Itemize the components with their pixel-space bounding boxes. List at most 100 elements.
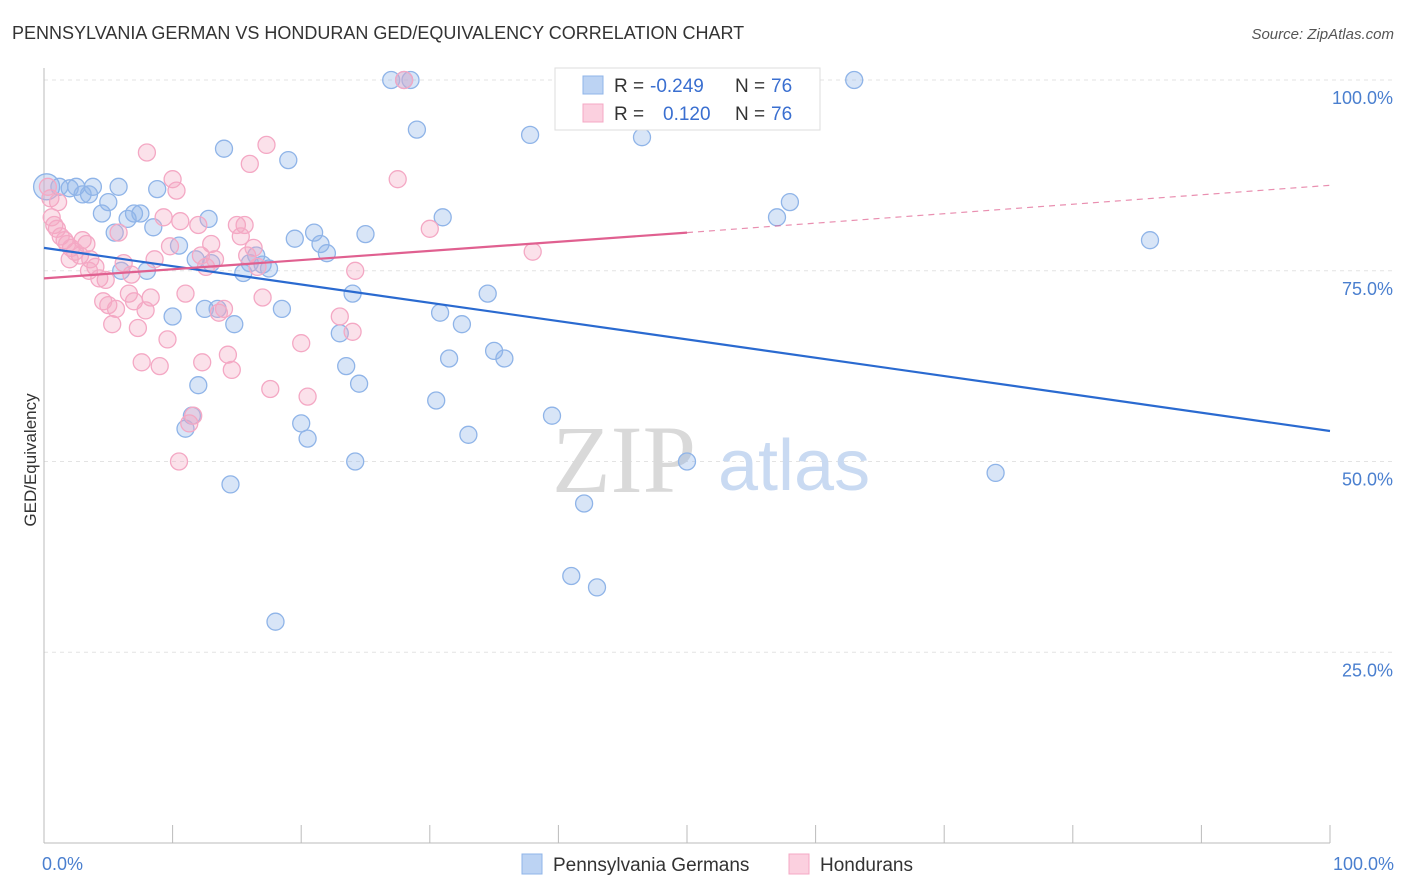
- watermark-zip: ZIP: [552, 406, 696, 513]
- point-pennsylvania-germans-16: [148, 179, 167, 199]
- point-hondurans-57: [330, 307, 349, 326]
- trend-lines: [43, 184, 1331, 433]
- series-legend: Pennsylvania Germans Hondurans: [521, 853, 913, 876]
- point-pennsylvania-germans-63: [542, 406, 562, 425]
- point-hondurans-19: [109, 223, 128, 242]
- point-pennsylvania-germans-8: [99, 192, 118, 212]
- stats-r-label-1: R =: [614, 104, 644, 125]
- x-axis-ticks: [43, 825, 1331, 843]
- point-hondurans-67: [79, 261, 99, 280]
- x-tick-label-min: 0.0%: [42, 854, 83, 874]
- point-pennsylvania-germans-54: [430, 303, 450, 322]
- point-hondurans-54: [261, 379, 280, 399]
- point-pennsylvania-germans-60: [484, 341, 504, 361]
- point-hondurans-18: [106, 299, 126, 319]
- point-pennsylvania-germans-71: [845, 70, 864, 90]
- point-hondurans-0: [38, 177, 58, 196]
- point-pennsylvania-germans-27: [221, 475, 240, 494]
- stats-r-value-0: -0.249: [650, 76, 704, 97]
- point-hondurans-53: [257, 135, 276, 155]
- stats-n-value-1: 76: [771, 104, 792, 125]
- stats-swatch-hondurans: [582, 103, 604, 123]
- point-pennsylvania-germans-6: [83, 177, 103, 196]
- point-pennsylvania-germans-49: [382, 70, 401, 90]
- point-pennsylvania-germans-34: [266, 612, 285, 631]
- point-pennsylvania-germans-4: [73, 185, 92, 204]
- point-pennsylvania-germans-37: [285, 229, 304, 248]
- point-hondurans-61: [394, 70, 414, 90]
- point-hondurans-47: [231, 227, 250, 246]
- point-pennsylvania-germans-7: [92, 204, 112, 223]
- point-pennsylvania-germans-17: [163, 307, 182, 326]
- stats-r-label-0: R =: [614, 76, 644, 97]
- point-hondurans-52: [253, 288, 272, 307]
- point-pennsylvania-germans-40: [304, 223, 324, 242]
- point-pennsylvania-germans-51: [401, 70, 420, 90]
- point-pennsylvania-germans-24: [199, 209, 218, 229]
- point-hondurans-33: [171, 212, 190, 231]
- y-tick-labels: 100.0% 75.0% 50.0% 25.0%: [1332, 88, 1393, 680]
- x-tick-label-max: 100.0%: [1333, 854, 1394, 874]
- point-pennsylvania-germans-58: [459, 425, 478, 444]
- point-pennsylvania-germans-28: [225, 315, 244, 334]
- point-hondurans-56: [298, 387, 317, 406]
- point-hondurans-70: [191, 246, 211, 265]
- point-hondurans-37: [189, 215, 208, 235]
- point-pennsylvania-germans-56: [439, 349, 459, 368]
- point-pennsylvania-germans-10: [109, 177, 128, 196]
- point-pennsylvania-germans-47: [356, 224, 375, 244]
- legend-swatch-hondurans: [788, 853, 810, 875]
- point-pennsylvania-germans-38: [292, 414, 311, 433]
- point-hondurans-69: [160, 237, 180, 256]
- point-pennsylvania-germans-62: [520, 125, 540, 145]
- point-hondurans-11: [77, 234, 96, 254]
- point-pennsylvania-germans-64: [562, 566, 581, 586]
- point-hondurans-49: [240, 154, 259, 174]
- point-hondurans-30: [158, 330, 177, 349]
- point-hondurans-23: [128, 318, 148, 338]
- stats-n-label-0: N =: [735, 76, 765, 97]
- point-hondurans-34: [176, 284, 195, 303]
- chart-title: PENNSYLVANIA GERMAN VS HONDURAN GED/EQUI…: [12, 23, 744, 43]
- point-hondurans-44: [218, 345, 238, 364]
- point-hondurans-43: [214, 299, 234, 319]
- point-hondurans-63: [523, 242, 542, 261]
- point-hondurans-74: [136, 301, 155, 320]
- y-tick-label-3: 25.0%: [1342, 660, 1393, 680]
- point-pennsylvania-germans-36: [279, 150, 298, 170]
- point-hondurans-75: [238, 246, 257, 265]
- point-pennsylvania-germans-26: [214, 139, 234, 158]
- y-tick-label-1: 75.0%: [1342, 279, 1393, 299]
- point-pennsylvania-germans-53: [427, 391, 446, 410]
- point-pennsylvania-germans-48: [346, 452, 365, 471]
- point-hondurans-46: [227, 215, 247, 235]
- point-pennsylvania-germans-23: [195, 299, 214, 319]
- y-tick-label-2: 50.0%: [1342, 470, 1393, 490]
- point-hondurans-73: [96, 270, 115, 290]
- point-hondurans-9: [70, 246, 90, 265]
- point-pennsylvania-germans-73: [1140, 231, 1160, 250]
- point-hondurans-59: [346, 261, 365, 280]
- legend-label-pennsylvania-germans: Pennsylvania Germans: [553, 855, 749, 876]
- point-hondurans-29: [154, 208, 173, 227]
- point-pennsylvania-germans-67: [632, 128, 652, 147]
- point-pennsylvania-germans-69: [767, 208, 787, 227]
- point-hondurans-28: [150, 356, 169, 376]
- point-pennsylvania-germans-70: [780, 192, 800, 212]
- point-hondurans-72: [41, 189, 60, 208]
- trend-line-hondurans-extension: [686, 184, 1331, 234]
- point-hondurans-55: [292, 334, 311, 353]
- y-axis-label: GED/Equivalency: [21, 393, 40, 527]
- point-hondurans-38: [193, 353, 212, 372]
- point-hondurans-62: [420, 219, 439, 238]
- stats-n-value-0: 76: [771, 76, 792, 97]
- point-pennsylvania-germans-52: [407, 120, 427, 139]
- watermark-atlas: atlas: [718, 426, 870, 506]
- point-hondurans-65: [169, 452, 189, 471]
- point-pennsylvania-germans-33: [259, 259, 279, 278]
- point-hondurans-41: [205, 250, 225, 269]
- point-hondurans-40: [202, 234, 221, 254]
- trend-line-hondurans: [43, 231, 688, 280]
- stats-legend: R = -0.249 N = 76 R = 0.120 N = 76: [554, 67, 821, 131]
